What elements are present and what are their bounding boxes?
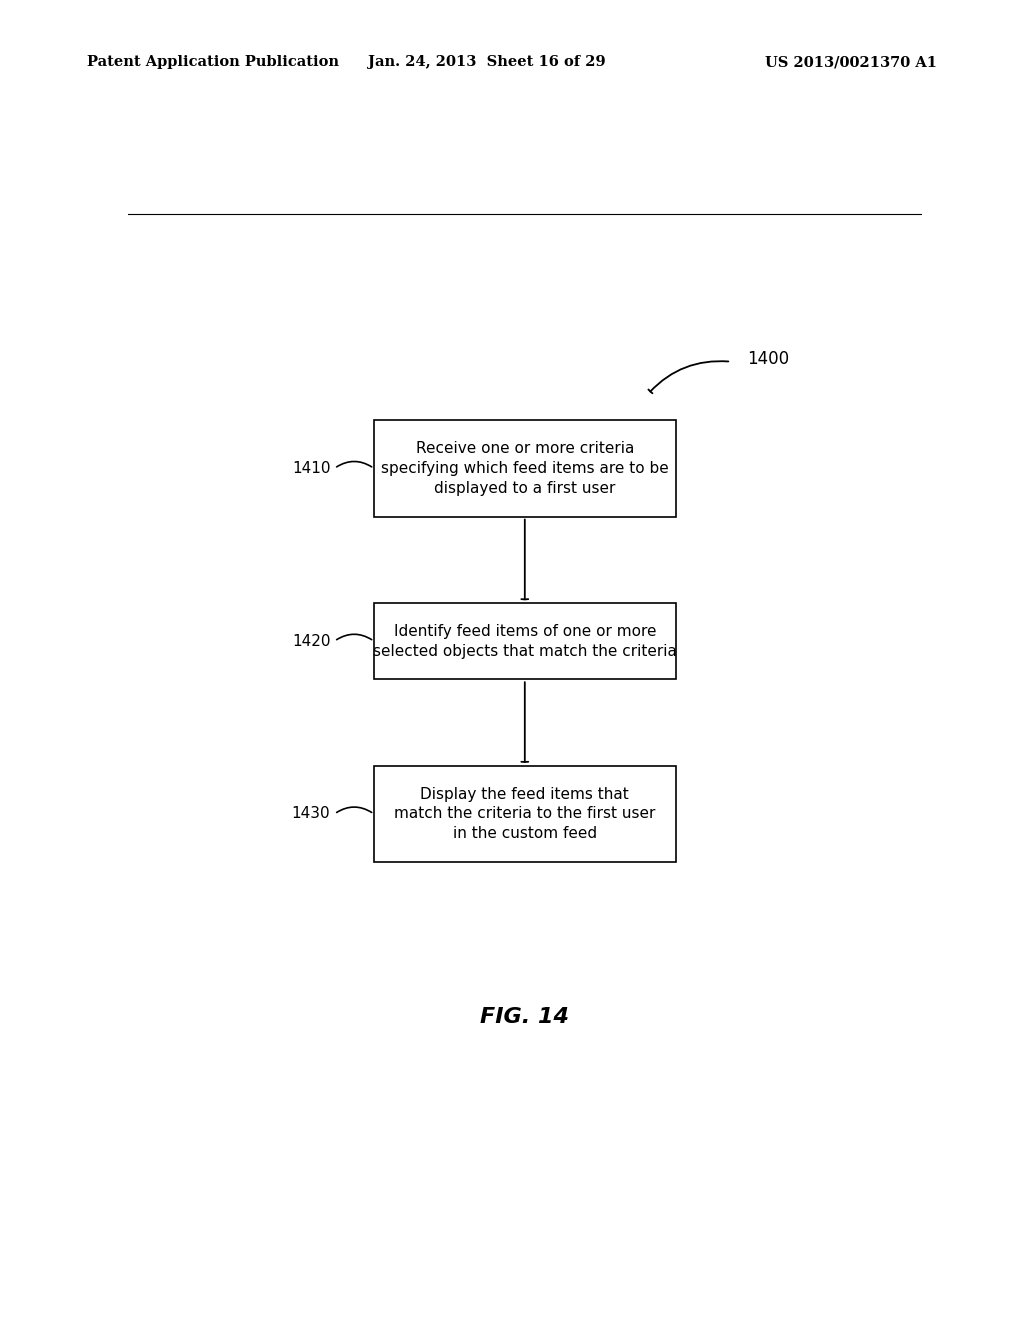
Text: 1410: 1410: [292, 461, 331, 477]
Text: FIG. 14: FIG. 14: [480, 1007, 569, 1027]
Text: Display the feed items that
match the criteria to the first user
in the custom f: Display the feed items that match the cr…: [394, 787, 655, 841]
Text: Patent Application Publication: Patent Application Publication: [87, 55, 339, 70]
Text: 1420: 1420: [292, 634, 331, 648]
Bar: [374, 420, 676, 516]
Bar: [374, 603, 676, 680]
Text: Jan. 24, 2013  Sheet 16 of 29: Jan. 24, 2013 Sheet 16 of 29: [368, 55, 605, 70]
Text: Receive one or more criteria
specifying which feed items are to be
displayed to : Receive one or more criteria specifying …: [381, 441, 669, 496]
Text: 1400: 1400: [748, 350, 790, 368]
Text: Identify feed items of one or more
selected objects that match the criteria: Identify feed items of one or more selec…: [373, 624, 677, 659]
Text: US 2013/0021370 A1: US 2013/0021370 A1: [765, 55, 937, 70]
Bar: [374, 766, 676, 862]
Text: 1430: 1430: [292, 807, 331, 821]
